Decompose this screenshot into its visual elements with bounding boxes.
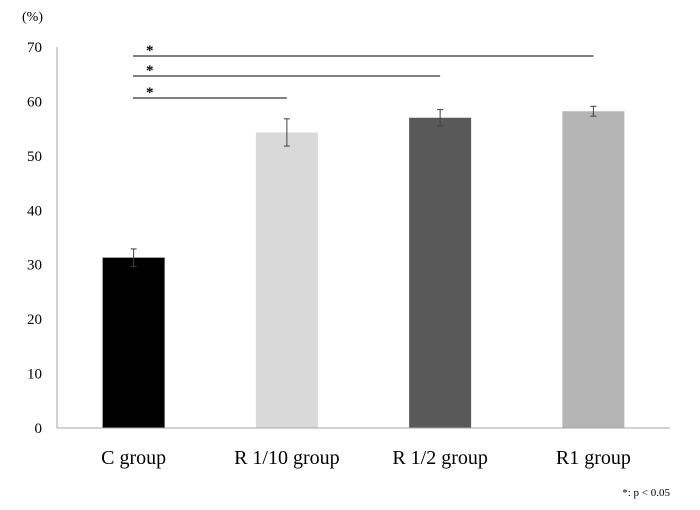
y-axis-unit-label: (%) — [22, 10, 43, 25]
bars-group — [102, 111, 625, 429]
y-tick-label: 20 — [27, 312, 42, 328]
category-label: R1 group — [556, 447, 631, 469]
error-bars-group — [130, 105, 597, 267]
significance-star: * — [146, 63, 154, 79]
bar-r-1-10-group — [255, 132, 318, 428]
category-labels: C group R 1/10 group R 1/2 group R1 group — [101, 447, 631, 469]
y-tick-label: 10 — [27, 367, 42, 383]
bar-c-group — [102, 257, 165, 428]
footnote: *: p < 0.05 — [622, 487, 670, 499]
category-label: R 1/2 group — [392, 447, 488, 469]
error-bar — [437, 109, 444, 127]
category-label: R 1/10 group — [234, 447, 340, 469]
bar-r1-group — [562, 111, 625, 429]
category-label: C group — [101, 447, 166, 469]
y-tick-label: 40 — [27, 203, 42, 219]
significance-brackets: * * * — [133, 43, 594, 101]
y-tick-label: 60 — [27, 94, 42, 110]
y-tick-label: 50 — [27, 149, 42, 165]
error-bar — [590, 105, 597, 117]
y-tick-label: 30 — [27, 258, 42, 274]
error-bar — [130, 248, 137, 267]
y-axis-ticks: 0 10 20 30 40 50 60 70 — [27, 40, 42, 437]
significance-star: * — [146, 85, 154, 101]
significance-star: * — [146, 43, 154, 59]
y-tick-label: 70 — [27, 40, 42, 56]
bar-r-1-2-group — [409, 117, 472, 428]
error-bar — [283, 118, 290, 147]
y-tick-label: 0 — [35, 421, 43, 437]
